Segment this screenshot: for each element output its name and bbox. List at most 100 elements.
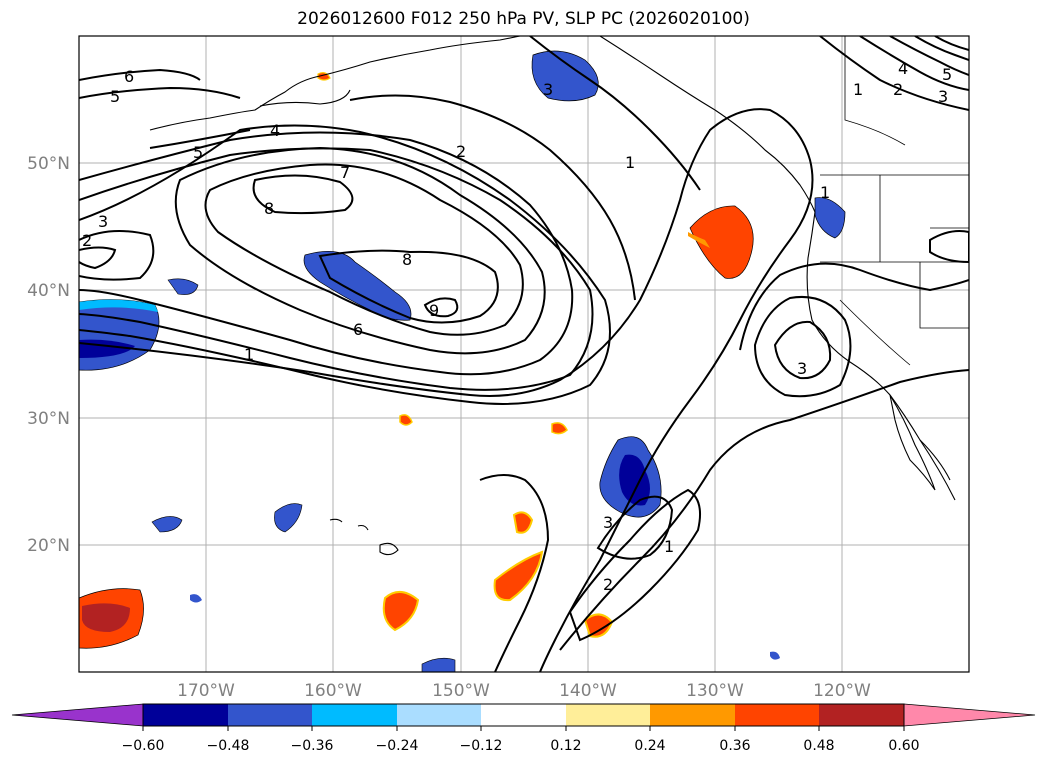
colorbar-seg-1 [143,704,228,726]
contour-east-1 [739,262,969,351]
contour-label: 5 [110,87,120,106]
contour-3 [79,230,155,281]
colorbar-tick-label: −0.60 [122,738,165,754]
contour-8-inner [318,249,499,324]
hawaii-2 [357,524,369,531]
contour-4 [79,124,611,405]
contour-east-2 [753,296,852,398]
contour-2 [79,246,117,270]
contour-label: 4 [898,59,908,78]
pv-blob-small-4 [421,657,456,672]
pv-blob-central [303,250,412,321]
pv-warm-coast [689,205,754,279]
lon-label-160w: 160°W [304,681,362,701]
contour-label: 2 [82,231,92,250]
contour-8-big [204,163,524,336]
lat-label-20n: 20°N [27,536,70,556]
contour-label: 3 [543,80,553,99]
pv-blob-small-1 [167,278,199,295]
contour-nw-5b [149,129,251,149]
colorbar-seg-5 [481,704,566,726]
latitude-labels: 50°N 40°N 30°N 20°N [27,154,70,556]
map-title: 2026012600 F012 250 hPa PV, SLP PC (2026… [297,9,750,29]
contour-label: 2 [603,575,613,594]
colorbar-tick-label: −0.24 [376,738,419,754]
contour-5 [79,147,594,391]
pv-warm-mid-3 [512,511,534,534]
contour-label: 2 [893,80,903,99]
colorbar-seg-9 [819,704,904,726]
contour-ne-1 [819,36,969,111]
contour-label: 5 [193,143,203,162]
colorbar-seg-0 [11,703,144,727]
contour-label: 3 [98,212,108,231]
colorbar-seg-2 [228,704,312,726]
contour-label: 1 [244,345,254,364]
contour-sub-1 [559,369,969,651]
pv-warm-mid-2 [493,550,544,602]
pv-blob-coast [814,197,846,239]
pv-blob-small-6 [770,651,780,660]
contour-label: 1 [664,537,674,556]
colorbar-tick-label: −0.48 [207,738,250,754]
lat-label-40n: 40°N [27,281,70,301]
contour-label: 1 [625,153,635,172]
slp-contours [79,36,969,672]
contour-east-3 [773,320,832,380]
pv-warm-mid-6 [399,414,413,426]
contour-8-west [252,174,354,215]
hawaii-1 [329,518,343,523]
contour-label: 5 [942,65,952,84]
contour-ne-2 [859,36,969,91]
pv-warm-mid-5 [551,422,568,435]
colorbar-tick-label: 0.60 [888,738,919,754]
pv-blob-subtropic-core [619,454,650,506]
colorbar-seg-7 [650,704,735,726]
coastlines [149,36,956,556]
contour-ne-4 [914,36,969,61]
pv-blob-west-edge [79,299,158,312]
colorbar-tick-label: 0.36 [719,738,750,754]
lon-label-130w: 130°W [686,681,744,701]
contour-nw-5 [79,86,241,99]
lon-label-120w: 120°W [813,681,871,701]
colorbar-tick-label: 0.48 [803,738,834,754]
pv-blob-small-2 [151,516,183,533]
map-area: 6 5 4 5 3 2 7 8 8 9 6 1 3 2 1 1 3 3 2 1 … [79,36,969,672]
colorbar-tick-label: 0.12 [550,738,581,754]
contour-labels: 6 5 4 5 3 2 7 8 8 9 6 1 3 2 1 1 3 3 2 1 … [82,59,952,594]
colorbar: −0.60 −0.48 −0.36 −0.24 −0.12 0.12 0.24 … [11,703,1036,754]
contour-2-top [349,94,636,301]
colorbar-tick-label: −0.12 [460,738,503,754]
contour-label: 3 [797,359,807,378]
contour-label: 8 [264,199,274,218]
colorbar-tick-label: −0.36 [291,738,334,754]
contour-label: 4 [270,121,280,140]
gulf-of-california [919,439,951,481]
colorbar-ticks [142,726,905,731]
contour-1 [79,108,814,672]
contour-6 [79,131,574,376]
colorbar-seg-6 [566,704,650,726]
lon-label-140w: 140°W [559,681,617,701]
longitude-labels: 170°W 160°W 150°W 140°W 130°W 120°W [177,681,871,701]
lon-label-170w: 170°W [177,681,235,701]
lat-label-30n: 30°N [27,409,70,429]
contour-label: 2 [456,142,466,161]
bc-coast [599,36,816,213]
contour-9 [423,297,459,318]
contour-label: 6 [124,67,134,86]
colorbar-seg-8 [735,704,819,726]
lon-label-150w: 150°W [432,681,490,701]
contour-sub-2 [568,488,701,642]
contour-outer-south [479,474,550,672]
contour-label: 1 [853,80,863,99]
contour-nw-6 [79,68,201,81]
contour-label: 8 [402,250,412,269]
contour-label: 7 [340,163,350,182]
contour-label: 9 [429,301,439,320]
contour-ne-3 [889,36,969,76]
colorbar-tick-label: 0.24 [634,738,665,754]
hawaii-3 [379,542,399,556]
